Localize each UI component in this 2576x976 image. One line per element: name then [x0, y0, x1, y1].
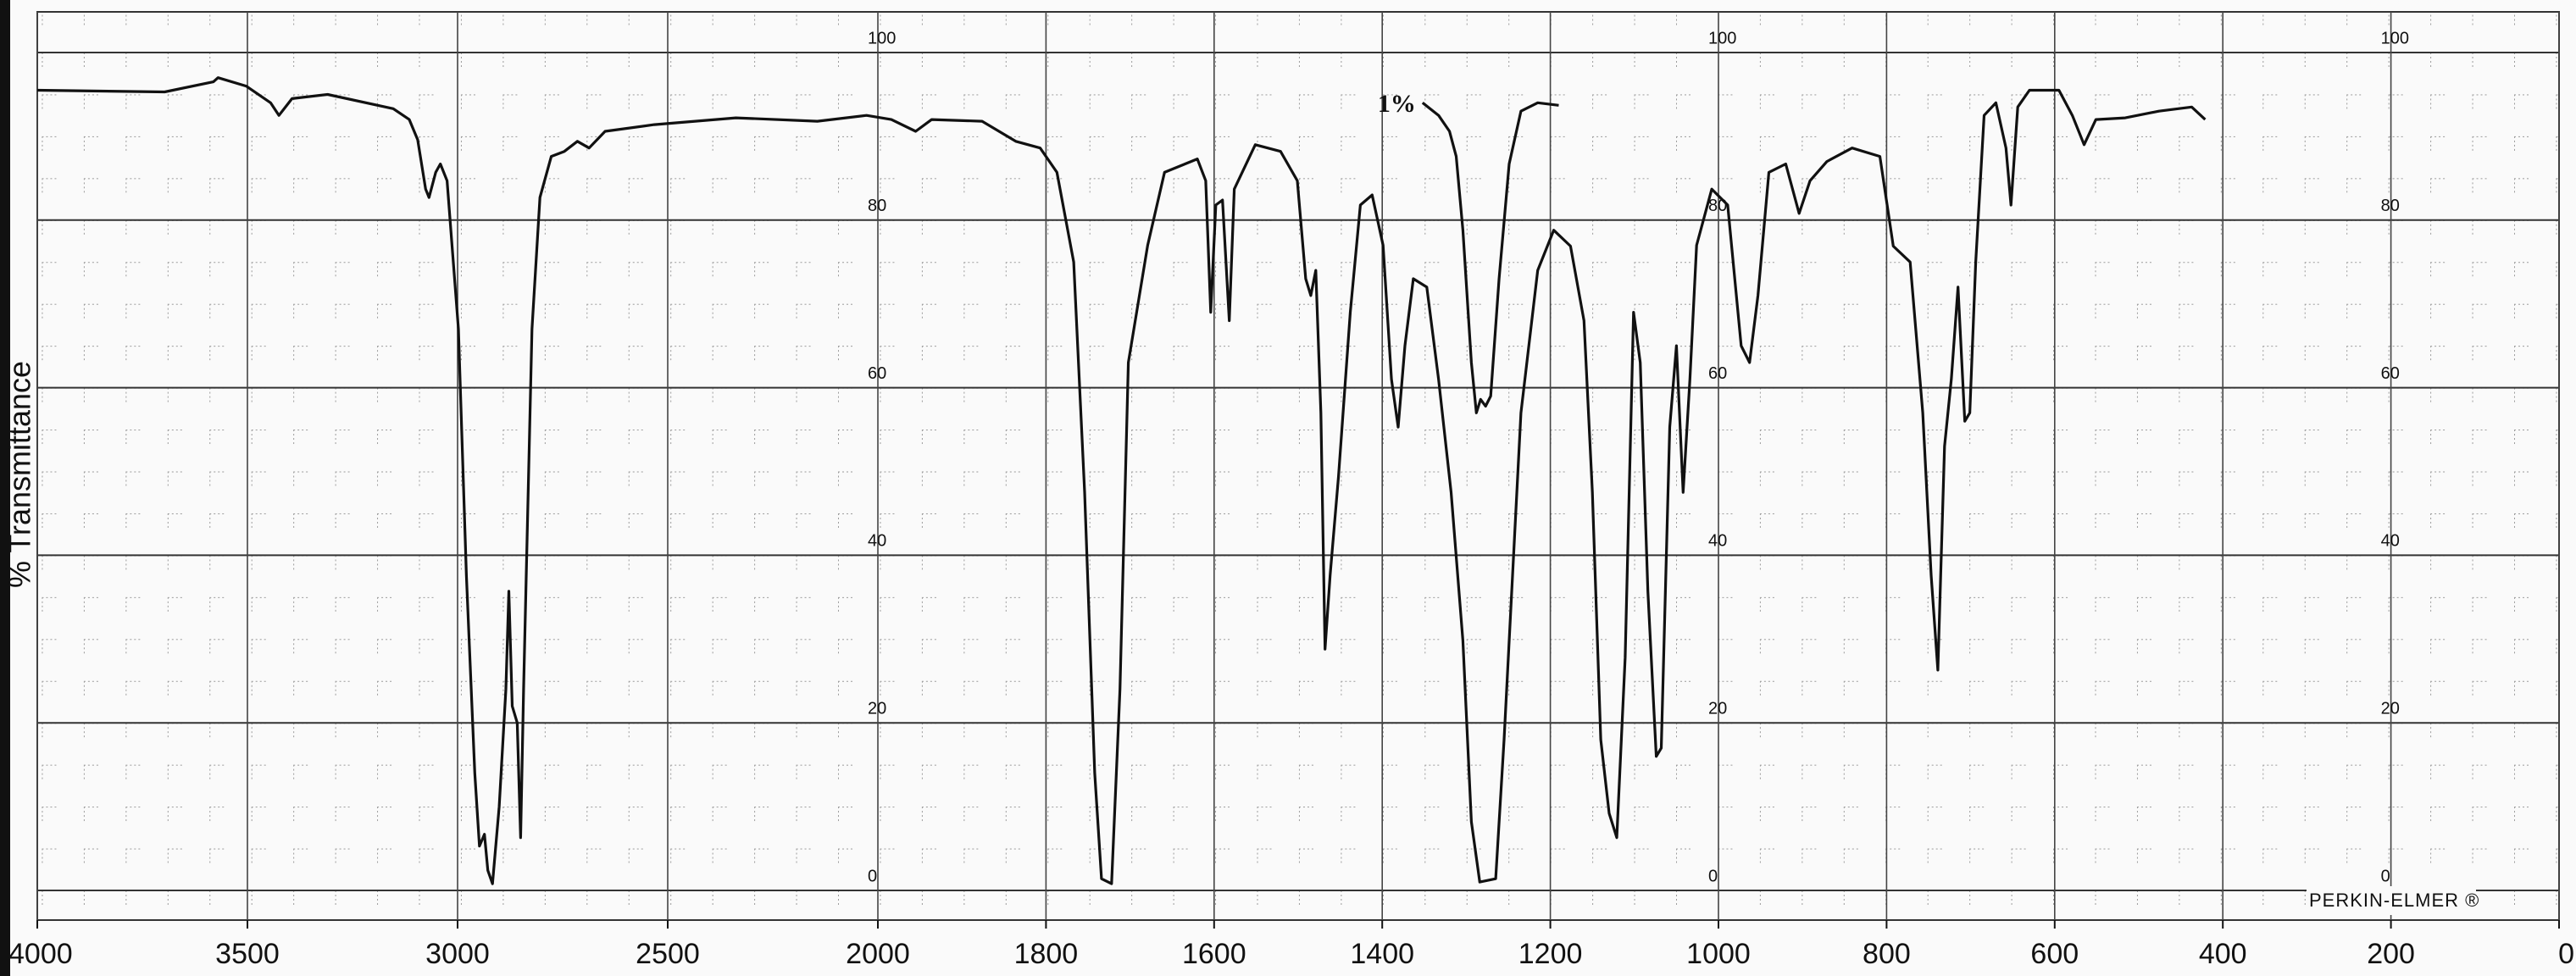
x-tick-label: 600: [2030, 938, 2079, 970]
y-tick-label: 0: [2381, 867, 2390, 885]
y-tick-label: 20: [2381, 699, 2400, 718]
y-axis-label: % Transmittance: [3, 361, 37, 588]
y-tick-label: 100: [2381, 29, 2409, 47]
brand: PERKIN-ELMER ®: [2309, 890, 2479, 911]
x-tick-label: 200: [2367, 938, 2415, 970]
x-tick-label: 1800: [1014, 938, 1079, 970]
trace-label: 1%: [1378, 90, 1416, 118]
y-tick-label: 40: [2381, 532, 2400, 551]
x-tick-label: 4000: [8, 938, 73, 970]
x-tick-label: 1400: [1350, 938, 1414, 970]
brand-box: [2307, 886, 2476, 915]
y-tick-label: 20: [1708, 699, 1727, 718]
y-tick-label: 80: [2381, 197, 2400, 215]
y-tick-label: 60: [2381, 364, 2400, 383]
x-tick-label: 0: [2558, 938, 2574, 970]
y-tick-label: 0: [1708, 867, 1718, 885]
x-tick-label: 3500: [215, 938, 280, 970]
x-tick-label: 3000: [425, 938, 490, 970]
x-tick-label: 2500: [636, 938, 700, 970]
spectrum-line: [1421, 101, 1559, 414]
y-tick-label: 80: [1708, 197, 1727, 215]
y-tick-label: 100: [868, 29, 896, 47]
minor-grid: [37, 12, 2559, 920]
y-tick-label: 0: [868, 867, 877, 885]
y-tick-label: 60: [868, 364, 886, 383]
x-tick-label: 2000: [846, 938, 910, 970]
grid: [36, 11, 2560, 921]
x-tick-label: 1600: [1182, 938, 1246, 970]
x-tick-label: 800: [1863, 938, 1911, 970]
x-tick-label: 400: [2199, 938, 2247, 970]
y-tick-label: 20: [868, 699, 886, 718]
y-tick-label: 80: [868, 197, 886, 215]
x-tick-label: 1000: [1686, 938, 1751, 970]
left-edge: [0, 0, 10, 976]
y-tick-label: 40: [868, 532, 886, 551]
x-tick-label: 1200: [1518, 938, 1583, 970]
y-tick-label: 60: [1708, 364, 1727, 383]
spectrum-line: [36, 76, 2207, 885]
y-tick-label: 40: [1708, 532, 1727, 551]
y-tick-label: 100: [1708, 29, 1736, 47]
